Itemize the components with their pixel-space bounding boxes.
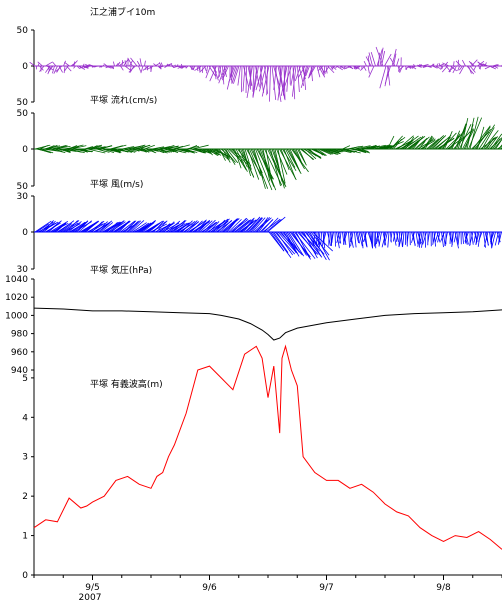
y-tick-label: 2 [22, 492, 28, 502]
y-tick-label: 50 [17, 182, 29, 192]
y-tick-label: 0 [22, 145, 28, 155]
y-tick-label: 960 [11, 348, 28, 358]
panel-2: 平塚 流れ(cm/s) 50 0 50 [17, 94, 502, 192]
y-tick-label: 1 [22, 532, 28, 542]
y-tick-label: 0 [22, 62, 28, 72]
vector-sticks [34, 116, 502, 191]
panel-title: 平塚 風(m/s) [90, 179, 143, 190]
y-tick-label: 4 [22, 413, 28, 423]
panel-title: 江之浦ブイ10m [90, 6, 155, 18]
panel-3: 平塚 風(m/s) 30 0 30 [17, 179, 502, 275]
panel-5: 平塚 有義波高(m) 0 1 2 3 4 5 9/5 9/6 9/7 9/8 2007 [22, 344, 502, 602]
x-axis-label: 2007 [79, 593, 102, 602]
y-tick-label: 50 [17, 109, 29, 119]
y-tick-label: 5 [22, 374, 28, 384]
y-tick-label: 0 [22, 571, 28, 581]
x-tick-label: 9/7 [319, 583, 333, 593]
vector-sticks [29, 46, 502, 102]
panel-title: 平塚 気圧(hPa) [90, 264, 152, 276]
y-tick-label: 1020 [5, 293, 28, 303]
series-line [33, 307, 502, 341]
y-tick-label: 30 [17, 265, 29, 275]
y-tick-label: 1000 [5, 311, 28, 321]
vector-sticks [34, 216, 502, 261]
x-tick-label: 9/8 [436, 583, 451, 593]
y-tick-label: 940 [11, 366, 28, 376]
panel-1: 江之浦ブイ10m 50 0 50 [17, 6, 502, 108]
y-tick-label: 1040 [5, 275, 28, 285]
panel-title: 平塚 流れ(cm/s) [90, 94, 157, 106]
panel-4: 平塚 気圧(hPa) 1040 1020 1000 980 960 940 [5, 264, 502, 376]
x-tick-label: 9/6 [202, 583, 217, 593]
x-tick-label: 9/5 [85, 583, 99, 593]
y-tick-label: 3 [22, 453, 28, 463]
y-tick-label: 50 [17, 26, 29, 36]
y-tick-label: 50 [17, 98, 29, 108]
series-line [33, 344, 502, 550]
y-tick-label: 30 [17, 192, 29, 202]
y-tick-label: 980 [11, 330, 28, 340]
y-tick-label: 0 [22, 228, 28, 238]
panel-title: 平塚 有義波高(m) [90, 378, 163, 390]
